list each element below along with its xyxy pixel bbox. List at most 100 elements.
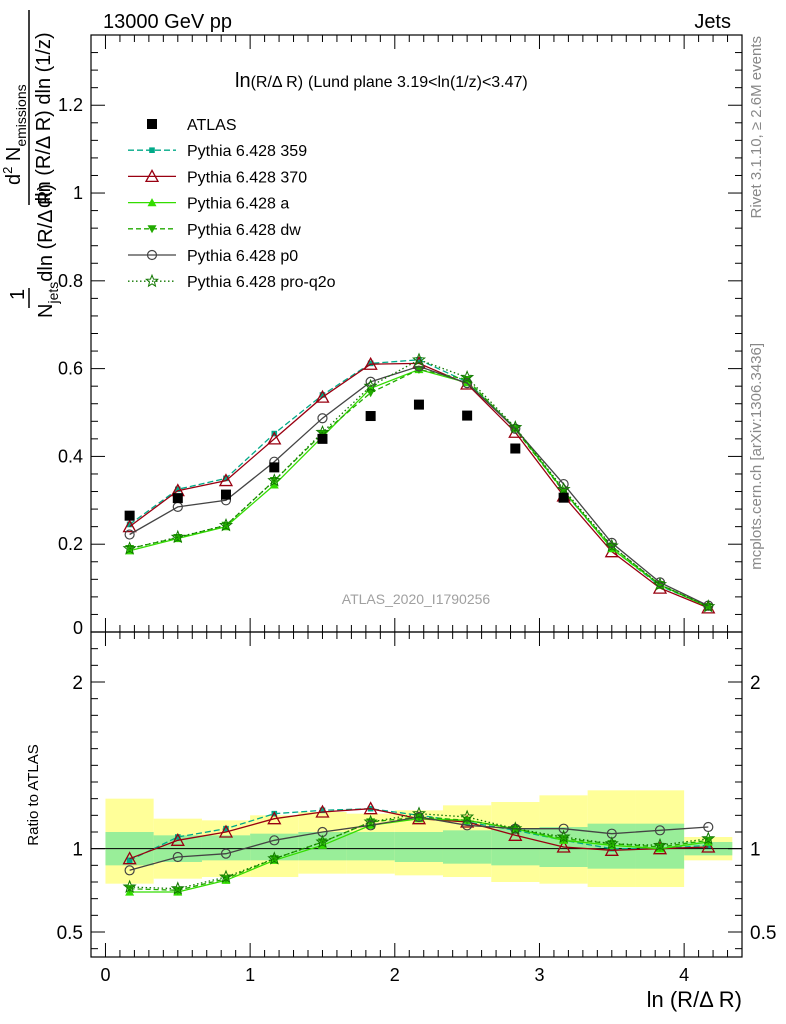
ratio-point-4 (172, 851, 183, 863)
atlas-data-point (413, 399, 424, 410)
series-point-3 (366, 389, 376, 398)
ratio-point-5 (219, 869, 234, 884)
ratio-point-4 (269, 835, 280, 846)
ratio-point-1 (701, 839, 716, 853)
series-line-5 (129, 359, 709, 608)
legend-marker-0 (149, 147, 155, 153)
series-point-0 (175, 486, 181, 493)
series-point-4 (606, 537, 617, 548)
legend-label-4: Pythia 6.428 p0 (187, 248, 298, 265)
header-right: Jets (694, 11, 731, 33)
ratio-point-5 (267, 851, 282, 865)
ratio-point-5 (122, 879, 137, 894)
series-point-0 (367, 360, 374, 367)
ratio-point-4 (462, 820, 473, 831)
ratio-point-0 (223, 825, 229, 832)
series-point-5 (219, 517, 234, 532)
ratio-line-5 (129, 813, 709, 890)
series-point-1 (315, 389, 330, 403)
ratio-point-4 (413, 811, 425, 823)
series-point-4 (317, 413, 328, 424)
ratio-point-0 (126, 857, 133, 864)
ratio-y-tick-label-right: 2 (750, 673, 761, 694)
atlas-data-point (558, 492, 569, 503)
series-point-1 (122, 519, 137, 533)
series-point-4 (365, 376, 376, 387)
y-tick-label: 0.8 (58, 271, 83, 291)
series-point-5 (604, 538, 619, 552)
legend-marker-1 (144, 169, 160, 183)
series-point-5 (653, 577, 668, 591)
series-point-4 (510, 423, 521, 434)
legend-label-1: Pythia 6.428 370 (187, 169, 307, 186)
series-point-4 (558, 478, 569, 490)
ratio-point-0 (319, 807, 326, 814)
x-tick-label: 3 (534, 965, 544, 985)
ratio-y-tick-label-right: 0.5 (750, 923, 776, 944)
atlas-data-point (124, 510, 135, 521)
band-green (201, 835, 251, 861)
ratio-point-4 (510, 823, 521, 834)
ratio-point-5 (653, 837, 668, 852)
main-title: ln(R/Δ R) (Lund plane 3.19<ln(1/z)<3.47) (235, 70, 528, 92)
legend-label-atlas: ATLAS (187, 117, 237, 134)
ratio-point-4 (558, 823, 569, 834)
ratio-point-4 (124, 865, 135, 876)
series-point-3 (221, 521, 231, 530)
ratio-point-5 (170, 881, 185, 895)
ratio-y-tick-label: 0.5 (57, 923, 83, 944)
ratio-point-1 (363, 801, 378, 815)
x-tick-label: 0 (100, 965, 110, 985)
ratio-point-5 (412, 806, 427, 820)
band-green (346, 832, 395, 861)
ratio-point-5 (315, 834, 330, 849)
ratio-point-4 (365, 820, 376, 831)
analysis-watermark: ATLAS_2020_I1790256 (342, 591, 491, 607)
ratio-line-4 (129, 816, 709, 871)
legend-marker-atlas (147, 119, 157, 129)
ratio-point-4 (654, 825, 666, 836)
svg-text:1: 1 (7, 289, 29, 300)
ratio-point-5 (604, 836, 619, 850)
y-tick-label: 0.4 (58, 446, 83, 466)
x-tick-label: 4 (679, 965, 689, 985)
y-tick-label: 1.2 (58, 95, 83, 115)
svg-text:dln (R/Δ R) dln (1/z): dln (R/Δ R) dln (1/z) (33, 32, 55, 208)
ratio-point-1 (556, 839, 571, 853)
series-point-5 (508, 420, 523, 434)
atlas-data-point (462, 410, 473, 421)
ratio-point-1 (267, 811, 282, 825)
atlas-data-point (510, 443, 521, 454)
legend-label-2: Pythia 6.428 a (187, 196, 289, 213)
ratio-point-5 (556, 829, 571, 844)
ratio-frame (90, 631, 743, 958)
series-point-5 (122, 541, 137, 555)
ratio-ylabel: Ratio to ATLAS (25, 744, 42, 845)
series-point-0 (416, 357, 422, 363)
series-point-5 (412, 352, 427, 366)
band-green (394, 832, 443, 862)
x-tick-label: 2 (390, 965, 400, 985)
series-point-1 (363, 356, 378, 370)
series-point-5 (556, 481, 571, 496)
legend-label-5: Pythia 6.428 pro-q2o (187, 274, 336, 291)
series-point-5 (170, 529, 185, 544)
ratio-point-1 (508, 827, 523, 841)
legend-marker-4 (146, 249, 158, 261)
x-axis-label: ln (R/Δ R) (647, 987, 742, 1012)
band-green (442, 830, 492, 864)
svg-text:d2 Nemissions: d2 Nemissions (0, 84, 29, 185)
series-point-3 (414, 365, 424, 374)
series-point-3 (173, 534, 183, 543)
atlas-data-point (365, 411, 376, 422)
atlas-data-point (269, 462, 280, 473)
legend-marker-3 (147, 225, 157, 234)
atlas-data-point (220, 489, 231, 500)
y-tick-label: 0.2 (58, 534, 83, 554)
series-point-0 (223, 475, 229, 482)
ratio-point-5 (460, 809, 475, 824)
ratio-point-5 (701, 831, 716, 845)
mcplots-label: mcplots.cern.ch [arXiv:1306.3436] (748, 343, 765, 570)
ratio-point-1 (218, 824, 234, 838)
